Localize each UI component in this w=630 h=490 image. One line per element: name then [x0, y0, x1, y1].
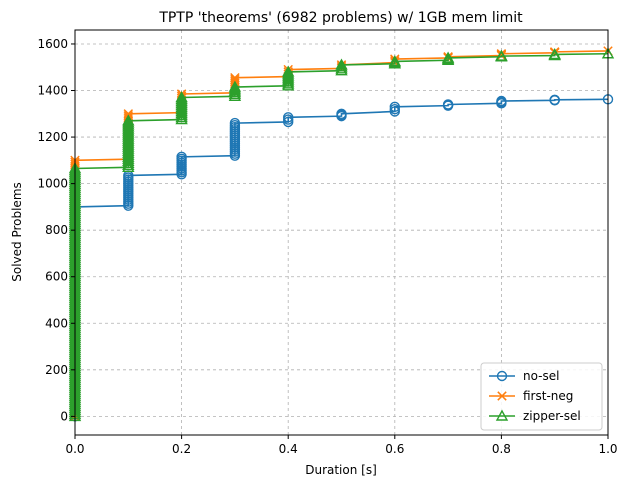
x-tick-label: 0.8	[492, 442, 511, 456]
axis-ticks: 0.0 0.2 0.4 0.6 0.8 1.0 0 200 400 600 800 1000 1200 1…	[37, 37, 617, 456]
legend: no-sel first-neg zipper-sel	[480, 362, 603, 431]
y-axis-label: Solved Problems	[10, 182, 24, 282]
x-tick-label: 1.0	[598, 442, 617, 456]
legend-label: no-sel	[523, 369, 559, 383]
x-tick-label: 0.0	[65, 442, 84, 456]
chart-title: TPTP 'theorems' (6982 problems) w/ 1GB m…	[158, 10, 523, 26]
y-tick-label: 200	[45, 363, 68, 377]
data-point	[389, 101, 400, 113]
data-point	[175, 91, 188, 103]
legend-box	[480, 362, 603, 431]
data-point	[230, 74, 240, 85]
series-line-zipper-sel	[74, 52, 609, 417]
data-point	[388, 54, 401, 67]
legend-marker	[497, 391, 507, 401]
data-point	[228, 88, 242, 100]
y-tick-label: 0	[60, 409, 68, 423]
y-tick-label: 400	[45, 316, 68, 330]
data-point	[496, 95, 507, 107]
data-point	[228, 89, 242, 102]
data-point	[176, 151, 187, 163]
y-tick-label: 1600	[37, 37, 68, 51]
data-point	[283, 112, 294, 123]
legend-marker	[496, 370, 508, 382]
data-point	[441, 51, 455, 63]
data-point	[229, 117, 241, 129]
data-point	[230, 72, 240, 83]
data-point	[122, 114, 135, 126]
data-point	[228, 84, 242, 96]
data-point	[282, 65, 295, 77]
data-point	[175, 93, 188, 105]
data-point	[228, 86, 242, 98]
plot-frame	[74, 29, 609, 436]
x-tick-label: 0.4	[279, 442, 298, 456]
data-point	[548, 47, 561, 60]
data-point	[335, 60, 348, 72]
data-point	[336, 108, 347, 119]
data-point	[122, 116, 135, 128]
y-tick-label: 1400	[37, 84, 68, 98]
legend-marker	[495, 409, 509, 421]
x-tick-label: 0.6	[385, 442, 404, 456]
y-tick-label: 800	[45, 223, 68, 237]
y-tick-label: 600	[45, 270, 68, 284]
y-tick-label: 1000	[37, 177, 68, 191]
legend-label: first-neg	[523, 389, 573, 403]
data-point	[442, 99, 454, 110]
data-point	[495, 49, 508, 61]
x-tick-label: 0.2	[172, 442, 191, 456]
y-tick-label: 1200	[37, 130, 68, 144]
data-point	[228, 80, 242, 92]
data-point	[549, 94, 560, 106]
series-line-first-neg	[74, 50, 609, 417]
data-point	[228, 82, 242, 94]
data-point	[282, 67, 295, 79]
series-line-no-sel	[74, 98, 609, 417]
data-point	[335, 58, 348, 70]
data-point	[123, 109, 134, 119]
legend-label: zipper-sel	[523, 409, 581, 423]
x-axis-label: Duration [s]	[305, 463, 377, 477]
